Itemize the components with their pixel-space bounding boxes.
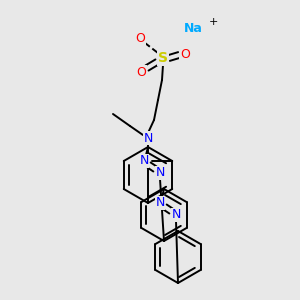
Text: Na: Na [184,22,202,34]
Text: +: + [208,17,218,27]
Text: S: S [158,51,168,65]
Text: O: O [180,49,190,62]
Text: N: N [155,167,165,179]
Text: N: N [155,196,165,209]
Text: O: O [136,65,146,79]
Text: O: O [135,32,145,44]
Text: N: N [143,131,153,145]
Text: N: N [139,154,149,167]
Text: N: N [171,208,181,221]
